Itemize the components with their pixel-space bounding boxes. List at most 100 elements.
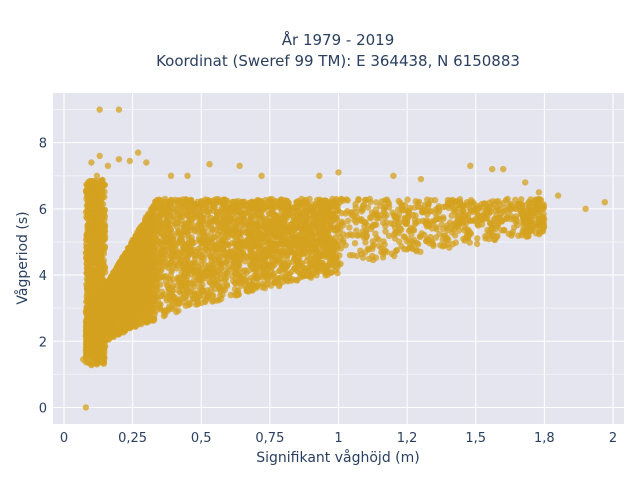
scatter-point [211, 204, 218, 212]
scatter-point [316, 203, 324, 210]
scatter-point [385, 200, 393, 207]
scatter-point [269, 196, 276, 203]
scatter-point [395, 197, 402, 205]
scatter-point [515, 200, 522, 207]
scatter-point [342, 242, 349, 249]
scatter-point [255, 205, 263, 213]
scatter-point [296, 215, 303, 222]
scatter-point [426, 221, 433, 228]
scatter-point [412, 220, 419, 228]
scatter-point [478, 221, 486, 228]
scatter-point [391, 252, 398, 260]
scatter-point [175, 307, 182, 314]
scatter-point [467, 207, 474, 214]
scatter-point [525, 233, 532, 240]
scatter-point [110, 331, 117, 338]
scatter-point [335, 221, 343, 229]
scatter-point [252, 218, 259, 225]
scatter-point [359, 206, 366, 213]
scatter-point [344, 197, 351, 204]
scatter-point [338, 195, 345, 203]
scatter-point [199, 218, 207, 225]
scatter-point [349, 252, 356, 259]
scatter-point [390, 231, 398, 238]
scatter-point [364, 245, 372, 252]
scatter-point [135, 271, 143, 278]
scatter-point [198, 228, 206, 236]
scatter-point [142, 241, 149, 249]
scatter-point [200, 287, 207, 295]
scatter-point [463, 212, 470, 219]
scatter-point [424, 196, 431, 203]
scatter-point [490, 201, 498, 208]
scatter-point [323, 206, 330, 213]
scatter-point [218, 265, 225, 272]
scatter-point [349, 232, 356, 239]
scatter-point [290, 204, 298, 211]
scatter-point [300, 224, 307, 231]
scatter-point [496, 206, 504, 213]
scatter-point [154, 286, 161, 293]
scatter-point [135, 227, 142, 234]
scatter-point [512, 213, 520, 220]
scatter-point [279, 247, 286, 254]
scatter-point [344, 217, 352, 224]
scatter-point [440, 214, 447, 221]
scatter-point [223, 241, 230, 248]
scatter-point [357, 247, 364, 254]
scatter-point [221, 286, 228, 294]
scatter-point [163, 297, 170, 304]
scatter-point [317, 198, 324, 205]
scatter-point [236, 249, 243, 256]
scatter-point [331, 263, 339, 270]
scatter-point [540, 201, 547, 208]
scatter-point [235, 229, 242, 236]
scatter-point [245, 217, 253, 225]
scatter-point [535, 199, 542, 206]
scatter-point [132, 313, 139, 320]
scatter-point [294, 209, 301, 216]
scatter-point [194, 198, 201, 206]
scatter-point [290, 236, 298, 243]
scatter-point [473, 240, 481, 248]
scatter-point [498, 218, 506, 225]
scatter-point [412, 212, 419, 219]
scatter-point [474, 221, 481, 228]
scatter-point [306, 226, 314, 233]
scatter-point [178, 237, 185, 245]
scatter-point [277, 254, 284, 261]
scatter-point [395, 206, 402, 213]
scatter-point [253, 275, 261, 282]
scatter-point [180, 244, 188, 252]
scatter-point [316, 209, 323, 216]
scatter-point [150, 317, 157, 324]
scatter-point [161, 291, 168, 298]
scatter-point [385, 232, 393, 239]
scatter-point [404, 196, 411, 203]
scatter-point [183, 224, 190, 231]
scatter-point [291, 220, 298, 227]
scatter-point [192, 259, 199, 267]
scatter-point [398, 243, 405, 250]
scatter-point [235, 260, 243, 267]
scatter-point [161, 263, 169, 270]
scatter-point [456, 198, 463, 206]
scatter-point [259, 284, 266, 291]
scatter-point [325, 232, 332, 239]
scatter-point [302, 196, 309, 204]
scatter-point [149, 254, 156, 261]
scatter-point [418, 208, 426, 216]
scatter-point [232, 241, 240, 248]
scatter-point [351, 240, 359, 247]
scatter-point [253, 284, 260, 292]
scatter-point [351, 217, 358, 224]
scatter-point [373, 199, 380, 206]
scatter-point [313, 272, 320, 279]
scatter-point [496, 201, 503, 208]
scatter-point [314, 255, 322, 262]
scatter-point [509, 228, 517, 236]
scatter-point [116, 327, 123, 334]
scatter-point [442, 203, 449, 210]
scatter-point [252, 225, 259, 232]
scatter-point [373, 215, 381, 222]
